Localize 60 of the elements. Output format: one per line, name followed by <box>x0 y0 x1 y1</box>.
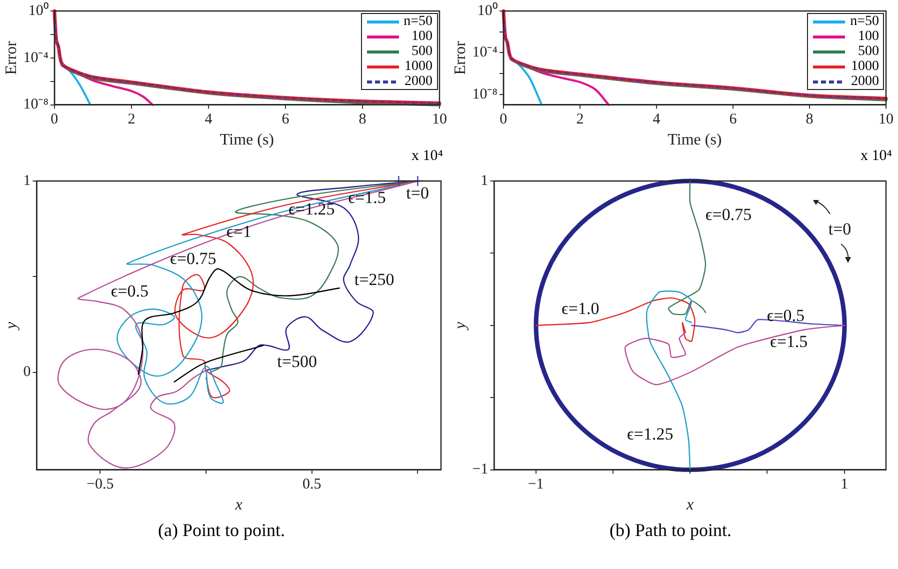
annotation: t=0 <box>828 220 852 239</box>
text: (a) Point to point. <box>157 520 286 541</box>
x-tick-label: 0 <box>500 112 508 128</box>
series-label: ϵ=1.0 <box>562 298 600 318</box>
x-tick-label: 2 <box>128 112 136 128</box>
legend-label: 100 <box>412 29 432 44</box>
y-tick-label: 10⁻⁸ <box>472 86 498 102</box>
series-label: t=250 <box>354 270 394 290</box>
series-label: ϵ=0.5 <box>766 306 805 326</box>
x-tick-label: 4 <box>652 112 661 128</box>
y-tick-label: 1 <box>480 172 488 189</box>
legend-label: 100 <box>858 29 879 44</box>
x-tick-label: −0.5 <box>86 476 114 493</box>
legend-label: 1000 <box>404 59 432 74</box>
legend-label: n=50 <box>850 14 879 29</box>
y-tick-label: 10⁻⁴ <box>23 50 48 66</box>
y-tick-label: 1 <box>23 172 31 189</box>
legend-label: 2000 <box>851 74 879 89</box>
y-axis-title: Error <box>452 40 469 75</box>
y-tick-label: 10⁻⁸ <box>23 96 48 113</box>
y-axis-title: y <box>452 320 469 331</box>
x-tick-label: 8 <box>806 112 814 128</box>
y-axis-title: Error <box>2 40 20 75</box>
x-tick-label: 1 <box>840 476 848 493</box>
x-axis-title: x <box>234 496 242 514</box>
text: x 10⁴ <box>410 148 443 165</box>
x-tick-label: 10 <box>432 112 447 128</box>
x-axis-title: Time (s) <box>220 132 274 149</box>
series-label: ϵ=1.25 <box>627 424 674 444</box>
series-label: ϵ=0.5 <box>110 281 149 300</box>
x-tick-label: 10 <box>878 112 894 128</box>
legend-label: 1000 <box>851 59 879 74</box>
series-label: t=500 <box>277 352 317 372</box>
legend-label: 2000 <box>404 74 432 89</box>
x-tick-label: 4 <box>204 112 213 128</box>
x-axis-title: x <box>686 496 694 514</box>
annotation: t=0 <box>406 183 429 202</box>
series-label: ϵ=0.75 <box>705 205 752 224</box>
x-tick-label: 0 <box>50 112 58 128</box>
text: x 10⁴ <box>860 148 892 165</box>
x-tick-label: 0.5 <box>302 476 322 493</box>
legend-label: n=50 <box>404 14 432 29</box>
series-label: ϵ=0.75 <box>170 249 216 268</box>
y-axis-title: y <box>2 320 20 331</box>
x-axis-title: Time (s) <box>668 132 722 149</box>
x-tick-label: 6 <box>282 112 290 128</box>
y-tick-label: 10⁻⁴ <box>472 44 498 61</box>
x-tick-label: 2 <box>576 112 584 128</box>
y-tick-label: 10⁰ <box>477 2 498 19</box>
y-tick-label: 10⁰ <box>28 2 48 19</box>
legend-label: 500 <box>858 44 879 59</box>
series-label: ϵ=1.5 <box>348 188 386 207</box>
x-tick-label: 8 <box>358 112 366 128</box>
y-tick-label: −1 <box>472 462 488 478</box>
legend-label: 500 <box>412 44 432 59</box>
y-tick-label: 0 <box>23 364 31 380</box>
text: (b) Path to point. <box>608 520 732 541</box>
x-tick-label: −1 <box>528 476 544 493</box>
series-label: ϵ=1.5 <box>770 332 808 352</box>
x-tick-label: 6 <box>729 112 738 128</box>
